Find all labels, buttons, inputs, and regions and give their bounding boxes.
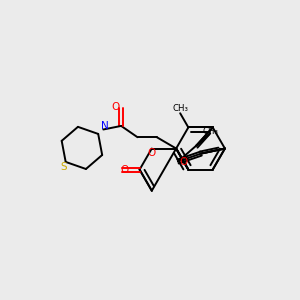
Text: O: O xyxy=(180,157,188,166)
Text: CH₃: CH₃ xyxy=(202,127,218,136)
Text: CH₃: CH₃ xyxy=(172,104,188,113)
Text: O: O xyxy=(148,148,156,158)
Text: O: O xyxy=(121,165,129,175)
Text: O: O xyxy=(112,102,120,112)
Text: N: N xyxy=(101,121,109,131)
Text: S: S xyxy=(60,162,67,172)
